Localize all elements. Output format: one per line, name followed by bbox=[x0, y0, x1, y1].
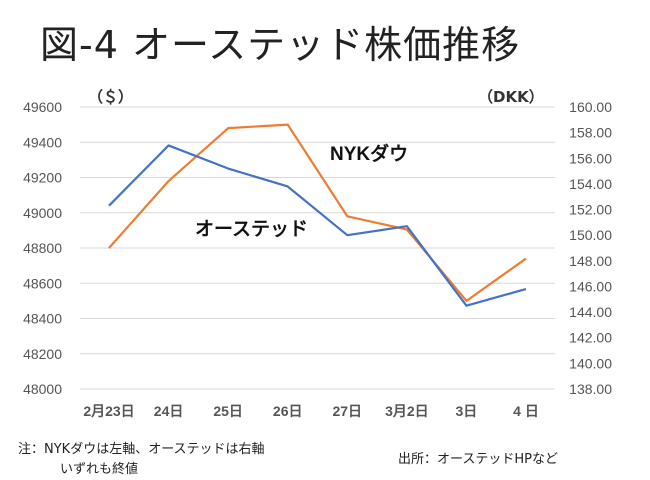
right-axis-unit: （DKK） bbox=[478, 88, 544, 106]
x-tick-label: 26日 bbox=[273, 403, 303, 419]
right-tick-label: 156.00 bbox=[569, 150, 612, 166]
x-tick-label: 2月23日 bbox=[83, 403, 134, 419]
right-tick-label: 148.00 bbox=[569, 253, 612, 269]
x-tick-label: 27日 bbox=[332, 403, 362, 419]
right-tick-label: 144.00 bbox=[569, 304, 612, 320]
x-tick-label: 3月2日 bbox=[385, 403, 429, 419]
left-tick-label: 48400 bbox=[23, 311, 62, 327]
series-line-nyk-dow bbox=[108, 123, 527, 302]
left-tick-label: 49000 bbox=[23, 205, 62, 221]
x-tick-label: 4 日 bbox=[513, 403, 539, 419]
right-tick-label: 158.00 bbox=[569, 125, 612, 141]
note-closing: いずれも終値 bbox=[60, 462, 139, 477]
right-tick-label: 140.00 bbox=[569, 355, 612, 371]
left-tick-label: 49400 bbox=[23, 134, 62, 150]
left-tick-label: 49600 bbox=[23, 99, 62, 115]
right-tick-label: 138.00 bbox=[569, 381, 612, 397]
left-tick-label: 48000 bbox=[23, 381, 62, 397]
right-tick-label: 146.00 bbox=[569, 278, 612, 294]
left-tick-label: 48800 bbox=[23, 240, 62, 256]
left-tick-label: 49200 bbox=[23, 170, 62, 186]
right-tick-label: 160.00 bbox=[569, 99, 612, 115]
series-label-orsted: オーステッド bbox=[195, 219, 308, 240]
chart-title: 図-4 オーステッド株価推移 bbox=[40, 23, 521, 67]
right-tick-label: 142.00 bbox=[569, 330, 612, 346]
right-tick-label: 154.00 bbox=[569, 176, 612, 192]
x-tick-label: 24日 bbox=[154, 403, 184, 419]
left-tick-label: 48600 bbox=[23, 275, 62, 291]
series-line-orsted bbox=[108, 144, 527, 307]
x-tick-label: 25日 bbox=[213, 403, 243, 419]
left-axis-unit: （＄） bbox=[88, 88, 134, 106]
left-tick-label: 48200 bbox=[23, 346, 62, 362]
series-label-nyk-dow: NYKダウ bbox=[330, 142, 408, 165]
x-tick-label: 3日 bbox=[456, 403, 478, 419]
right-tick-label: 152.00 bbox=[569, 202, 612, 218]
note-axes: 注：NYKダウは左軸、オーステッドは右軸 bbox=[18, 442, 265, 457]
source-note: 出所：オーステッドHPなど bbox=[398, 452, 558, 467]
right-tick-label: 150.00 bbox=[569, 227, 612, 243]
